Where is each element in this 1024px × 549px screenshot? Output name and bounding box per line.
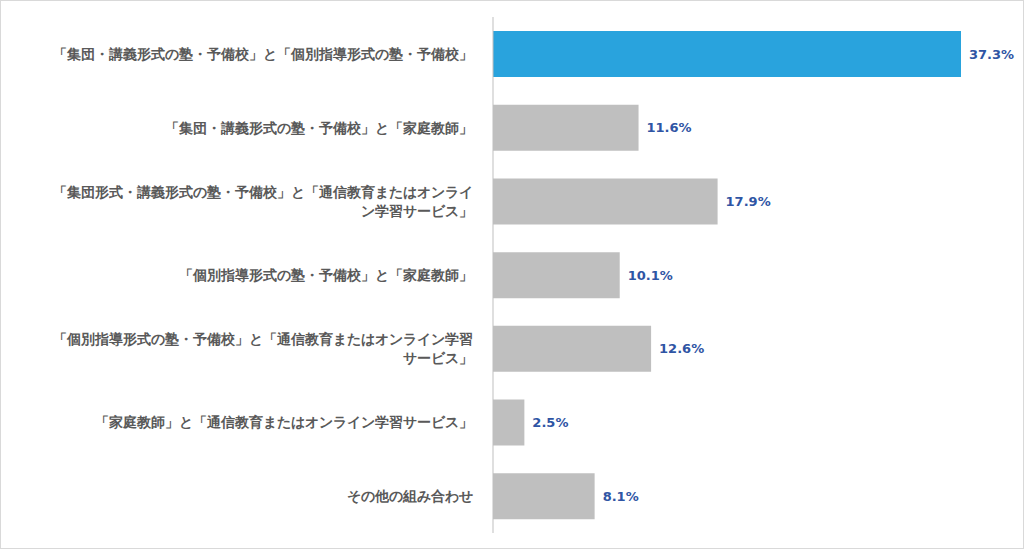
svg-text:「集団・講義形式の塾・予備校」と「家庭教師」: 「集団・講義形式の塾・予備校」と「家庭教師」	[165, 120, 473, 136]
svg-text:11.6%: 11.6%	[647, 120, 692, 135]
svg-text:「集団・講義形式の塾・予備校」と「個別指導形式の塾・予備校」: 「集団・講義形式の塾・予備校」と「個別指導形式の塾・予備校」	[53, 46, 473, 62]
svg-text:12.6%: 12.6%	[659, 341, 704, 356]
svg-text:「家庭教師」と「通信教育またはオンライン学習サービス」: 「家庭教師」と「通信教育またはオンライン学習サービス」	[95, 414, 473, 430]
svg-text:17.9%: 17.9%	[726, 194, 771, 209]
svg-text:2.5%: 2.5%	[532, 415, 568, 430]
svg-text:「個別指導形式の塾・予備校」と「家庭教師」: 「個別指導形式の塾・予備校」と「家庭教師」	[179, 267, 473, 283]
svg-text:10.1%: 10.1%	[628, 268, 673, 283]
svg-text:「集団形式・講義形式の塾・予備校」と「通信教育またはオンライ: 「集団形式・講義形式の塾・予備校」と「通信教育またはオンライン学習サービス」	[53, 184, 473, 219]
svg-text:8.1%: 8.1%	[603, 489, 639, 504]
svg-text:「個別指導形式の塾・予備校」と「通信教育またはオンライン学習: 「個別指導形式の塾・予備校」と「通信教育またはオンライン学習サービス」	[53, 331, 473, 366]
svg-text:その他の組み合わせ: その他の組み合わせ	[347, 488, 473, 504]
svg-text:37.3%: 37.3%	[969, 47, 1014, 62]
